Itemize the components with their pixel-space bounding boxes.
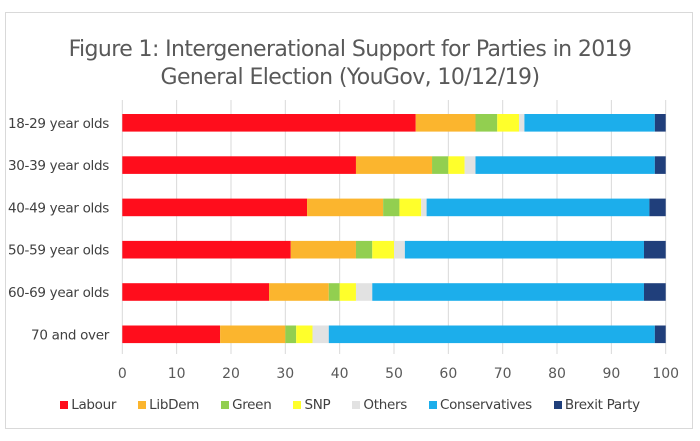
legend: Labour LibDem Green SNP Others Conservatives B… xyxy=(0,397,700,413)
category-label: 18-29 year olds xyxy=(8,116,109,132)
bar-row xyxy=(122,114,666,132)
bar-segment-brexit-party xyxy=(654,114,666,132)
legend-item-snp: SNP xyxy=(293,397,331,413)
bar-segment-brexit-party xyxy=(649,198,666,217)
bar-segment-others xyxy=(518,114,525,132)
gridlines xyxy=(121,100,667,354)
bar-segment-snp xyxy=(296,325,313,344)
legend-label: SNP xyxy=(304,397,331,413)
bar-segment-others xyxy=(394,240,405,259)
legend-item-labour: Labour xyxy=(60,397,116,413)
x-tick-label: 90 xyxy=(602,366,620,382)
legend-swatch xyxy=(352,401,361,409)
bar-row xyxy=(122,156,666,174)
bar-segment-green xyxy=(383,198,400,217)
bar-segment-snp xyxy=(497,114,519,132)
category-label: 60-69 year olds xyxy=(8,285,109,301)
bar-segment-brexit-party xyxy=(643,283,666,301)
legend-item-green: Green xyxy=(221,397,272,413)
bar-segment-others xyxy=(355,283,373,301)
bar-segment-conservatives xyxy=(328,325,655,344)
x-tick-label: 30 xyxy=(276,366,294,382)
bar-segment-brexit-party xyxy=(643,240,666,259)
legend-swatch xyxy=(60,401,69,409)
bar-segment-labour xyxy=(122,325,221,344)
legend-swatch xyxy=(293,401,302,409)
bar-segment-conservatives xyxy=(475,156,655,174)
bar-segment-labour xyxy=(122,198,308,217)
x-tick-label: 40 xyxy=(331,366,349,382)
chart-title-line-1: Figure 1: Intergenerational Support for … xyxy=(68,37,632,62)
x-tick-label: 60 xyxy=(439,366,457,382)
chart-title-line-2: General Election (YouGov, 10/12/19) xyxy=(160,65,540,90)
legend-swatch xyxy=(138,401,147,409)
bar-segment-others xyxy=(421,198,427,217)
chart-title: Figure 1: Intergenerational Support for … xyxy=(0,36,700,92)
category-labels: 18-29 year olds 30-39 year olds 40-49 year… xyxy=(8,116,110,343)
bar-segment-green xyxy=(328,283,340,301)
legend-label: Green xyxy=(232,397,272,413)
legend-item-others: Others xyxy=(352,397,407,413)
bar-segment-libdem xyxy=(307,198,384,217)
bar-segment-snp xyxy=(399,198,422,217)
legend-label: Brexit Party xyxy=(564,397,640,413)
bar-segment-snp xyxy=(339,283,356,301)
legend-label: Others xyxy=(363,397,407,413)
x-tick-label: 100 xyxy=(652,366,679,382)
x-tick-label: 10 xyxy=(168,366,186,382)
legend-swatch xyxy=(553,401,562,409)
bar-segment-libdem xyxy=(290,240,356,259)
bar-row xyxy=(122,325,666,344)
bar-segment-libdem xyxy=(355,156,433,174)
bar-segment-labour xyxy=(122,156,356,174)
x-tick-label: 0 xyxy=(118,366,127,382)
legend-item-libdem: LibDem xyxy=(138,397,199,413)
x-tick-label: 80 xyxy=(548,366,566,382)
category-label: 40-49 year olds xyxy=(8,200,109,216)
bar-segment-libdem xyxy=(220,325,286,344)
x-tick-label: 50 xyxy=(385,366,403,382)
bars xyxy=(122,114,666,344)
bar-segment-others xyxy=(312,325,329,344)
category-label: 30-39 year olds xyxy=(8,158,109,174)
bar-segment-libdem xyxy=(415,114,476,132)
bar-row xyxy=(122,240,666,259)
bar-segment-labour xyxy=(122,240,291,259)
bar-row xyxy=(122,283,666,301)
bar-segment-green xyxy=(475,114,498,132)
bar-segment-labour xyxy=(122,114,416,132)
legend-swatch xyxy=(221,401,230,409)
bar-segment-others xyxy=(464,156,476,174)
bar-segment-conservatives xyxy=(524,114,655,132)
category-label: 50-59 year olds xyxy=(8,243,109,259)
bar-segment-conservatives xyxy=(426,198,650,217)
legend-label: Labour xyxy=(71,397,117,413)
bar-row xyxy=(122,198,666,217)
x-tick-labels: 0 10 20 30 40 50 60 70 80 90 100 xyxy=(118,366,679,382)
bar-segment-brexit-party xyxy=(654,325,666,344)
legend-item-brexit-party: Brexit Party xyxy=(553,397,640,413)
legend-item-conservatives: Conservatives xyxy=(428,397,532,413)
bar-segment-brexit-party xyxy=(654,156,666,174)
x-tick-label: 20 xyxy=(222,366,240,382)
legend-swatch xyxy=(428,401,437,409)
bar-segment-green xyxy=(432,156,449,174)
legend-label: LibDem xyxy=(149,397,200,413)
bar-segment-green xyxy=(285,325,297,344)
bar-segment-green xyxy=(355,240,373,259)
chart-frame xyxy=(5,12,693,429)
bar-segment-snp xyxy=(448,156,465,174)
bar-segment-snp xyxy=(372,240,394,259)
bar-segment-conservatives xyxy=(372,283,644,301)
category-label: 70 and over xyxy=(31,327,110,343)
legend-label: Conservatives xyxy=(439,397,532,413)
bar-segment-labour xyxy=(122,283,270,301)
bar-segment-libdem xyxy=(269,283,329,301)
x-tick-label: 70 xyxy=(494,366,512,382)
bar-segment-conservatives xyxy=(404,240,644,259)
